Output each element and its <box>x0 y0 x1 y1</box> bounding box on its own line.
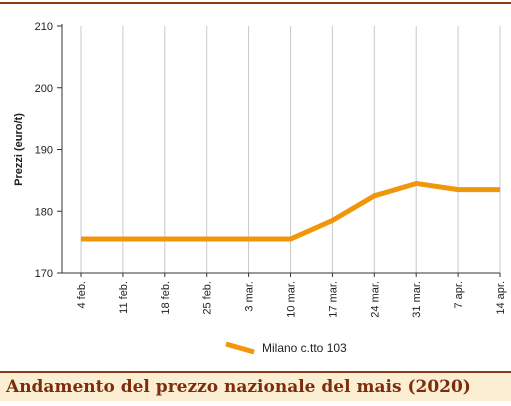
x-tick-label: 3 mar. <box>244 281 256 312</box>
y-tick-label: 170 <box>35 268 53 280</box>
x-tick-label: 10 mar. <box>286 281 298 318</box>
y-tick-label: 180 <box>35 206 53 218</box>
x-tick-label: 24 mar. <box>369 281 381 318</box>
x-tick-label: 7 apr. <box>453 281 465 309</box>
tick-labels: 170 180 190 200 210 4 feb. 11 feb. 18 feb. 25 fe… <box>13 21 507 318</box>
y-tick-label: 190 <box>35 145 53 157</box>
y-tick-label: 200 <box>35 83 53 95</box>
x-tick-label: 25 feb. <box>202 281 214 315</box>
series-layer <box>80 180 501 242</box>
legend: Milano c.tto 103 <box>224 338 347 358</box>
legend-swatch-line <box>225 341 255 355</box>
chart-caption: Andamento del prezzo nazionale del mais … <box>6 377 471 397</box>
caption-bar: Andamento del prezzo nazionale del mais … <box>0 371 511 401</box>
x-tick-label: 14 apr. <box>495 281 507 315</box>
x-tick-label: 17 mar. <box>327 281 339 318</box>
y-axis-title: Prezzi (euro/t) <box>13 113 25 186</box>
x-tick-label: 31 mar. <box>411 281 423 318</box>
legend-swatch-milano <box>225 341 255 355</box>
y-tick-label: 210 <box>35 21 53 33</box>
x-tick-label: 4 feb. <box>76 281 88 309</box>
x-tick-label: 18 feb. <box>160 281 172 315</box>
x-tick-label: 11 feb. <box>118 281 130 314</box>
grid-lines <box>80 26 501 273</box>
legend-label-milano: Milano c.tto 103 <box>262 341 347 355</box>
top-rule <box>0 2 511 4</box>
axes <box>57 24 501 277</box>
